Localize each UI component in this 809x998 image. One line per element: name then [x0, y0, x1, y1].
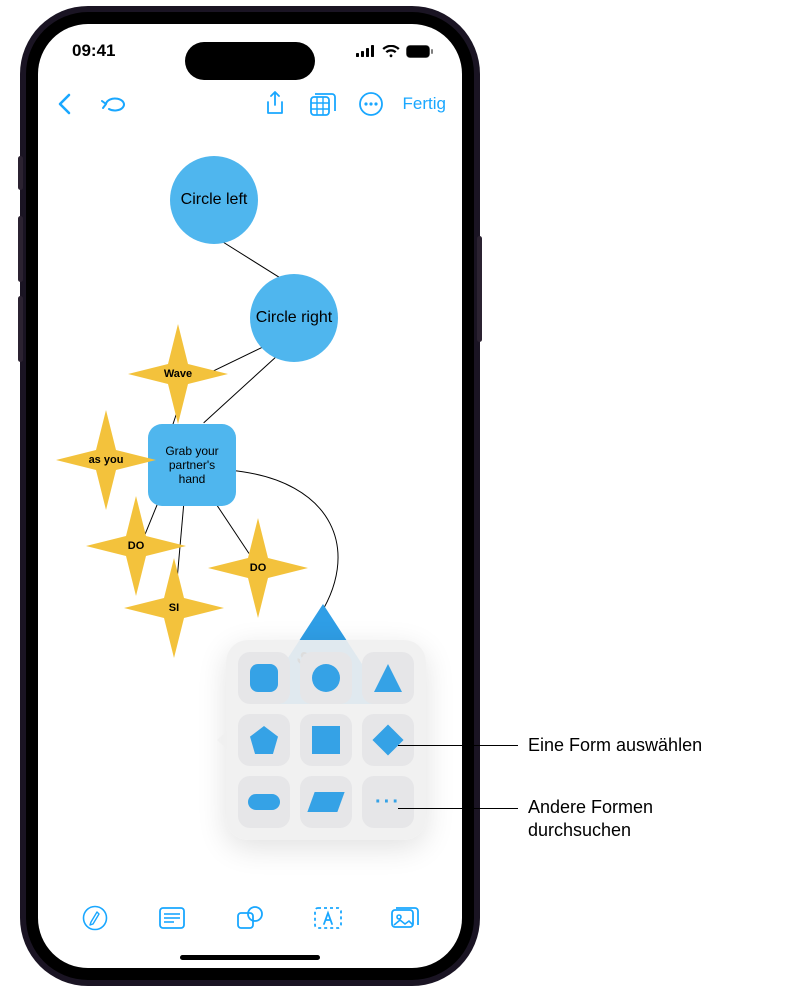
- status-time: 09:41: [72, 41, 115, 61]
- shape-square[interactable]: [300, 714, 352, 766]
- more-button[interactable]: [349, 82, 393, 126]
- top-toolbar: Fertig: [38, 82, 462, 126]
- callout-text: durchsuchen: [528, 820, 631, 840]
- shape-parallelogram[interactable]: [300, 776, 352, 828]
- dynamic-island: [185, 42, 315, 80]
- node-label: Wave: [164, 368, 192, 380]
- battery-icon: [406, 45, 434, 58]
- back-button[interactable]: [42, 82, 86, 126]
- shape-pill[interactable]: [238, 776, 290, 828]
- cellular-icon: [356, 45, 376, 57]
- power-button: [477, 236, 482, 342]
- callout-browse-shapes: Andere Formen durchsuchen: [528, 796, 653, 843]
- callout-select-shape: Eine Form auswählen: [528, 734, 702, 757]
- side-button: [18, 156, 23, 190]
- shape-more-button[interactable]: ···: [362, 776, 414, 828]
- share-button[interactable]: [253, 82, 297, 126]
- node-circle-left[interactable]: Circle left: [170, 156, 258, 244]
- shapes-tool-button[interactable]: [228, 896, 272, 940]
- node-label: DO: [128, 540, 145, 552]
- shape-picker-popover: ···: [226, 640, 426, 840]
- node-grab[interactable]: Grab your partner's hand: [148, 424, 236, 506]
- volume-down-button: [18, 296, 23, 362]
- callout-line: [398, 808, 518, 809]
- volume-up-button: [18, 216, 23, 282]
- callout-text: Andere Formen: [528, 797, 653, 817]
- node-label: Circle left: [181, 191, 248, 209]
- node-label: DO: [250, 562, 267, 574]
- bottom-toolbar: [38, 888, 462, 948]
- shape-triangle[interactable]: [362, 652, 414, 704]
- screen: 09:41: [38, 24, 462, 968]
- wifi-icon: [382, 45, 400, 58]
- freeform-canvas[interactable]: Circle left Circle right Grab your partn…: [38, 126, 462, 888]
- node-label: Circle right: [256, 309, 332, 327]
- shape-rounded-square[interactable]: [238, 652, 290, 704]
- node-asyou[interactable]: as you: [56, 410, 156, 510]
- text-tool-button[interactable]: [306, 896, 350, 940]
- boards-button[interactable]: [301, 82, 345, 126]
- node-circle-right[interactable]: Circle right: [250, 274, 338, 362]
- node-do2[interactable]: DO: [208, 518, 308, 618]
- note-tool-button[interactable]: [150, 896, 194, 940]
- callout-line: [398, 745, 518, 746]
- photos-tool-button[interactable]: [383, 896, 427, 940]
- shape-circle[interactable]: [300, 652, 352, 704]
- undo-button[interactable]: [90, 82, 134, 126]
- node-label: as you: [89, 454, 124, 466]
- home-indicator: [180, 955, 320, 960]
- shape-diamond[interactable]: [362, 714, 414, 766]
- iphone-frame: 09:41: [20, 6, 480, 986]
- node-label: Grab your partner's hand: [154, 444, 230, 486]
- node-wave[interactable]: Wave: [128, 324, 228, 424]
- node-label: SI: [169, 602, 179, 614]
- pen-tool-button[interactable]: [73, 896, 117, 940]
- shape-pentagon[interactable]: [238, 714, 290, 766]
- done-button[interactable]: Fertig: [397, 94, 452, 114]
